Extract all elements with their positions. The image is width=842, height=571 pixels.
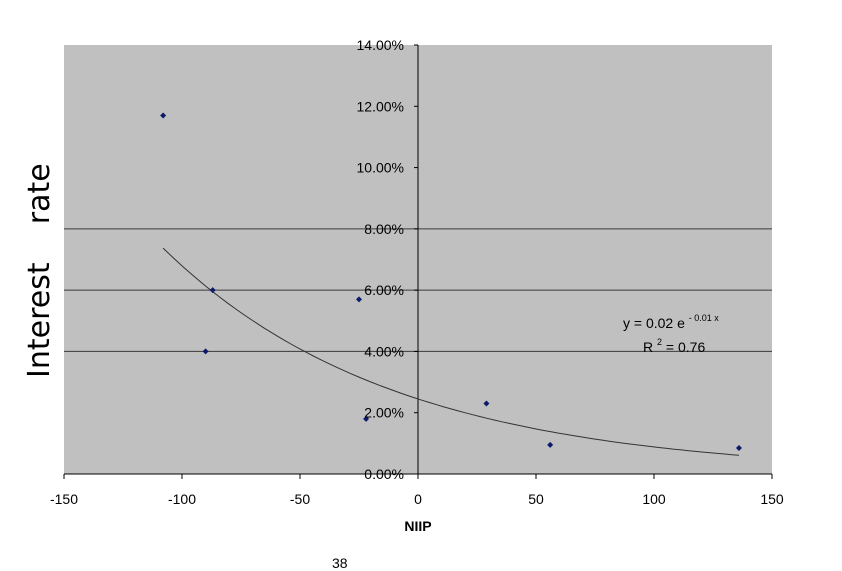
x-tick-label: -50 (290, 491, 310, 507)
page-number: 38 (332, 555, 348, 571)
data-point (483, 400, 490, 407)
x-tick-label: 150 (760, 491, 784, 507)
y-tick-label: 6.00% (364, 282, 404, 298)
data-point (160, 112, 167, 119)
axes (63, 44, 773, 479)
y-tick-labels: 0.00% 2.00% 4.00% 6.00% 8.00% 10.00% 12.00% 14.… (357, 37, 404, 482)
x-axis-label: NIIP (404, 518, 431, 534)
y-tick-label: 8.00% (364, 221, 404, 237)
trendline (162, 247, 740, 456)
r2-label: R (643, 339, 653, 355)
r2-exponent: 2 (657, 337, 662, 347)
x-tick-label: 100 (642, 491, 666, 507)
equation-text: y = 0.02 e (623, 315, 685, 331)
y-tick-label: 10.00% (357, 160, 404, 176)
x-tick-label: 50 (528, 491, 544, 507)
r2-value: = 0.76 (666, 339, 706, 355)
svg-text:R 2 = 0.76: R 2 = 0.76 (643, 332, 705, 355)
x-tick-label: -100 (168, 491, 196, 507)
y-tick-label: 12.00% (357, 98, 404, 114)
x-tick-label: -150 (50, 491, 78, 507)
y-tick-label: 0.00% (364, 466, 404, 482)
trendline-equation: y = 0.02 e - 0.01 x R 2 = 0.76 (623, 313, 719, 355)
y-tick-label: 14.00% (357, 37, 404, 53)
data-point (202, 348, 209, 355)
data-point (363, 415, 370, 422)
x-tick-label: 0 (414, 491, 422, 507)
equation-exponent: - 0.01 x (689, 313, 720, 323)
data-point (547, 441, 554, 448)
data-points (160, 112, 742, 451)
svg-text:y = 0.02 e - 0.01 x: y = 0.02 e - 0.01 x (623, 313, 719, 331)
y-tick-label: 2.00% (364, 405, 404, 421)
x-tick-labels: -150 -100 -50 0 50 100 150 (50, 491, 784, 507)
data-point (735, 444, 742, 451)
data-point (356, 296, 362, 303)
y-axis-label: Interest rate (22, 163, 57, 378)
trendline-curve (162, 247, 740, 456)
data-point (209, 287, 216, 294)
y-tick-label: 4.00% (364, 343, 404, 359)
